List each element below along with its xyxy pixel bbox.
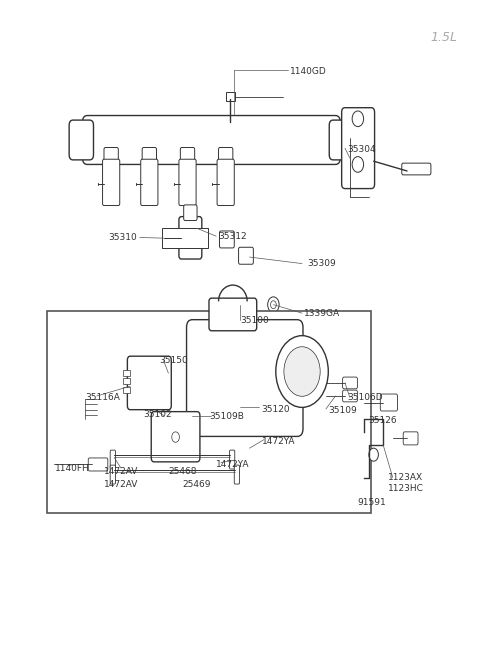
- FancyBboxPatch shape: [47, 311, 371, 514]
- FancyBboxPatch shape: [187, 320, 303, 436]
- FancyBboxPatch shape: [217, 159, 234, 206]
- Text: 35120: 35120: [262, 405, 290, 413]
- FancyBboxPatch shape: [229, 450, 235, 469]
- FancyBboxPatch shape: [380, 394, 397, 411]
- Text: 35150: 35150: [159, 356, 188, 365]
- Text: 35106D: 35106D: [348, 393, 383, 402]
- FancyBboxPatch shape: [104, 147, 118, 163]
- Text: 35100: 35100: [240, 316, 269, 326]
- FancyBboxPatch shape: [162, 228, 208, 248]
- FancyBboxPatch shape: [127, 356, 171, 409]
- FancyBboxPatch shape: [343, 390, 358, 402]
- Text: 1472AV: 1472AV: [104, 467, 138, 476]
- Bar: [123, 370, 130, 376]
- Circle shape: [276, 335, 328, 407]
- Circle shape: [352, 111, 364, 126]
- Circle shape: [172, 432, 180, 442]
- Circle shape: [352, 157, 364, 172]
- FancyBboxPatch shape: [179, 159, 196, 206]
- Text: 25469: 25469: [183, 480, 211, 489]
- FancyBboxPatch shape: [343, 377, 358, 389]
- Circle shape: [271, 301, 276, 309]
- FancyBboxPatch shape: [218, 147, 233, 163]
- Circle shape: [268, 297, 279, 312]
- FancyBboxPatch shape: [88, 458, 108, 471]
- FancyBboxPatch shape: [402, 163, 431, 175]
- Text: 25468: 25468: [168, 467, 197, 476]
- Bar: [123, 387, 130, 393]
- Circle shape: [284, 346, 320, 396]
- FancyBboxPatch shape: [69, 120, 94, 160]
- Text: 35102: 35102: [144, 411, 172, 419]
- Text: 35126: 35126: [368, 416, 396, 424]
- Text: 1339GA: 1339GA: [304, 309, 340, 318]
- FancyBboxPatch shape: [184, 205, 197, 221]
- Text: 1123HC: 1123HC: [388, 484, 424, 493]
- Text: 1140FH: 1140FH: [55, 464, 90, 473]
- FancyBboxPatch shape: [329, 120, 356, 160]
- Text: 35310: 35310: [109, 233, 137, 242]
- Text: 35309: 35309: [307, 259, 336, 268]
- FancyBboxPatch shape: [151, 411, 200, 462]
- Text: 1.5L: 1.5L: [431, 31, 458, 44]
- FancyBboxPatch shape: [226, 92, 235, 101]
- FancyBboxPatch shape: [103, 159, 120, 206]
- FancyBboxPatch shape: [141, 159, 158, 206]
- FancyBboxPatch shape: [403, 432, 418, 445]
- Text: 35312: 35312: [218, 232, 247, 240]
- FancyBboxPatch shape: [110, 465, 116, 484]
- FancyBboxPatch shape: [239, 248, 253, 264]
- FancyBboxPatch shape: [180, 147, 195, 163]
- Bar: [123, 379, 130, 384]
- FancyBboxPatch shape: [342, 107, 374, 189]
- Circle shape: [369, 448, 378, 461]
- Text: 35109B: 35109B: [209, 413, 244, 421]
- FancyBboxPatch shape: [142, 147, 156, 163]
- FancyBboxPatch shape: [179, 217, 202, 259]
- Text: 91591: 91591: [357, 498, 385, 507]
- Text: 35109: 35109: [328, 406, 357, 415]
- FancyBboxPatch shape: [219, 231, 234, 248]
- Text: 1472YA: 1472YA: [262, 437, 295, 446]
- FancyBboxPatch shape: [110, 450, 116, 469]
- Text: 35116A: 35116A: [85, 393, 120, 402]
- FancyBboxPatch shape: [83, 115, 340, 164]
- FancyBboxPatch shape: [209, 298, 257, 331]
- Text: 1472AV: 1472AV: [104, 480, 138, 489]
- Text: 1472YA: 1472YA: [216, 460, 250, 469]
- FancyBboxPatch shape: [234, 465, 240, 484]
- Text: 1123AX: 1123AX: [388, 473, 423, 482]
- Text: 1140GD: 1140GD: [290, 67, 327, 76]
- Text: 35304: 35304: [348, 145, 376, 154]
